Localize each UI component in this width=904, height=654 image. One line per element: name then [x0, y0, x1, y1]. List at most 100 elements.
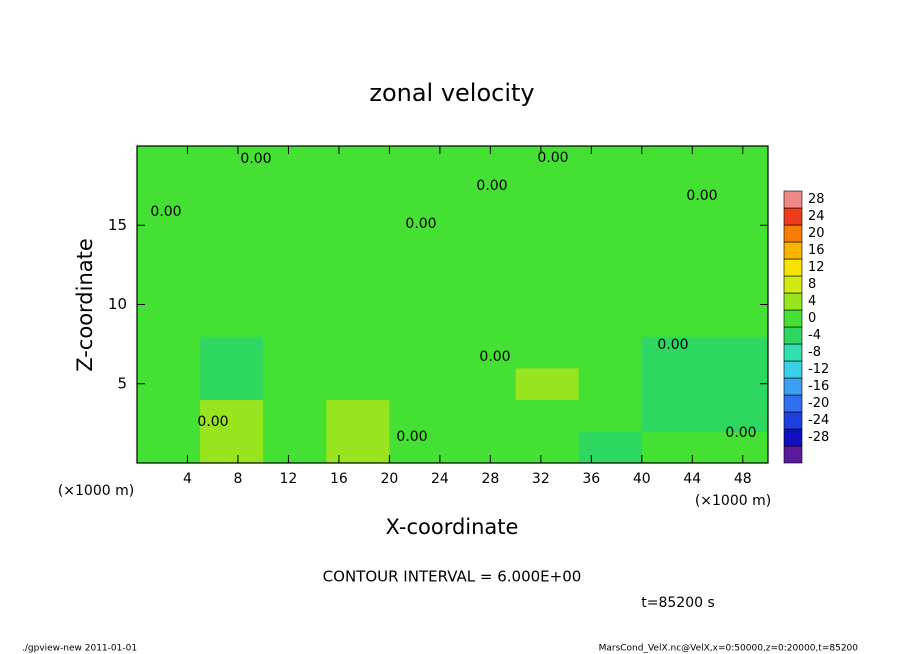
y-axis-label: Z-coordinate: [73, 238, 97, 372]
colorbar-label: 24: [808, 209, 825, 224]
field-cell: [200, 177, 264, 210]
field-cell: [326, 399, 390, 432]
field-cell: [578, 367, 643, 401]
field-cell: [263, 304, 327, 337]
field-cell: [515, 209, 580, 242]
field-cell: [137, 146, 201, 179]
field-cell: [515, 304, 580, 337]
field-cell: [578, 336, 643, 369]
field-cell: [389, 146, 453, 179]
field-cell: [389, 241, 453, 274]
field-cell: [704, 146, 769, 179]
x-tick-label: 48: [734, 471, 752, 487]
colorbar-box: [783, 309, 803, 328]
colorbar-label: -16: [808, 379, 829, 394]
contour-label: 0.00: [150, 204, 181, 220]
field-cell: [326, 209, 390, 242]
colorbar-box: [783, 275, 803, 294]
x-tick-label: 36: [582, 471, 600, 487]
field-cell: [389, 431, 453, 464]
field-cell: [326, 367, 390, 401]
field-cell: [137, 304, 201, 337]
field-cell: [263, 241, 327, 274]
field-cell: [452, 367, 517, 401]
field-cell: [263, 367, 327, 401]
field-cell: [263, 272, 327, 305]
colorbar-label: -8: [808, 345, 821, 360]
field-cell: [263, 146, 327, 179]
contour-interval: CONTOUR INTERVAL = 6.000E+00: [323, 568, 582, 586]
field-cell: [263, 399, 327, 432]
field-cell: [578, 304, 643, 337]
colorbar-box: [783, 445, 803, 464]
field-cell: [326, 431, 390, 464]
colorbar-label: -20: [808, 396, 829, 411]
colorbar-label: 0: [808, 311, 816, 326]
field-cell: [578, 146, 643, 179]
colorbar-label: 4: [808, 294, 816, 309]
field-cell: [200, 146, 264, 179]
field-cell: [578, 431, 643, 464]
field-cell: [263, 209, 327, 242]
field-cell: [389, 367, 453, 401]
field-cell: [200, 336, 264, 369]
field-cell: [641, 431, 706, 464]
y-tick-label: 15: [108, 216, 127, 234]
colorbar-label: -24: [808, 413, 829, 428]
colorbar-label: 20: [808, 226, 825, 241]
field-cell: [389, 399, 453, 432]
field-cell: [137, 336, 201, 369]
colorbar-box: [783, 377, 803, 396]
colorbar-box: [783, 258, 803, 277]
field-cell: [326, 177, 390, 210]
field-cell: [578, 241, 643, 274]
field-cell: [326, 241, 390, 274]
field-cell: [515, 177, 580, 210]
colorbar-label: -12: [808, 362, 829, 377]
time-label: t=85200 s: [641, 595, 715, 611]
field-cell: [515, 272, 580, 305]
contour-label: 0.00: [725, 425, 756, 441]
field-cell: [641, 241, 706, 274]
colorbar-box: [783, 326, 803, 345]
field-cell: [389, 336, 453, 369]
contour-label: 0.00: [197, 414, 228, 430]
field-cell: [263, 177, 327, 210]
field-cell: [515, 241, 580, 274]
colorbar-box: [783, 394, 803, 413]
x-tick-label: 40: [633, 471, 651, 487]
field-cell: [326, 146, 390, 179]
field-cell: [578, 209, 643, 242]
colorbar-label: 16: [808, 243, 825, 258]
field-cell: [326, 304, 390, 337]
field-cell: [704, 431, 769, 464]
colorbar-box: [783, 190, 803, 209]
field-cell: [452, 272, 517, 305]
field-cell: [515, 336, 580, 369]
x-tick-label: 16: [330, 471, 348, 487]
field-cell: [452, 399, 517, 432]
contour-label: 0.00: [405, 216, 436, 232]
x-axis-label: X-coordinate: [386, 515, 519, 539]
field-cell: [452, 241, 517, 274]
field-cell: [641, 146, 706, 179]
contour-label: 0.00: [396, 429, 427, 445]
contour-label: 0.00: [240, 151, 271, 167]
field-cell: [452, 336, 517, 369]
x-tick-label: 12: [280, 471, 298, 487]
x-tick-label: 20: [380, 471, 398, 487]
y-tick-label: 10: [108, 295, 127, 313]
field-cell: [452, 209, 517, 242]
colorbar-box: [783, 428, 803, 447]
x-tick-label: 32: [532, 471, 550, 487]
field-cell: [578, 177, 643, 210]
field-cell: [137, 241, 201, 274]
field-cell: [641, 367, 706, 401]
field-cell: [641, 336, 706, 369]
field-cell: [704, 399, 769, 432]
x-unit: (×1000 m): [58, 483, 134, 499]
colorbar-box: [783, 292, 803, 311]
colorbar-label: -4: [808, 328, 821, 343]
field-cell: [641, 304, 706, 337]
colorbar-box: [783, 360, 803, 379]
